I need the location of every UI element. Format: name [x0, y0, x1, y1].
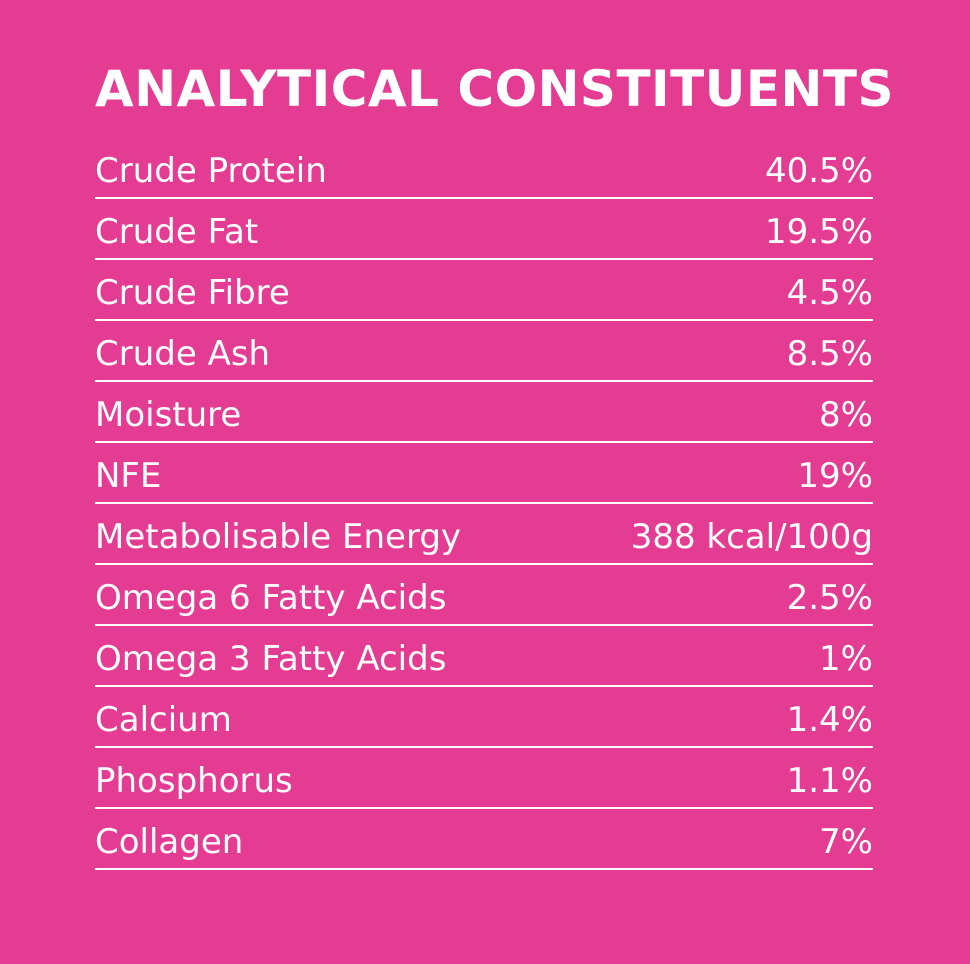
table-row: Calcium 1.4% [95, 687, 873, 748]
label: Crude Fibre [95, 273, 290, 313]
table-row: Phosphorus 1.1% [95, 748, 873, 809]
value: 4.5% [786, 273, 873, 313]
table-row: NFE 19% [95, 443, 873, 504]
value: 19.5% [764, 212, 873, 252]
table-row: Omega 6 Fatty Acids 2.5% [95, 565, 873, 626]
value: 1.4% [786, 700, 873, 740]
label: Metabolisable Energy [95, 517, 462, 557]
value: 8% [819, 395, 873, 435]
label: Crude Fat [95, 212, 259, 252]
table-row: Collagen 7% [95, 809, 873, 870]
table-row: Moisture 8% [95, 382, 873, 443]
table-row: Crude Fibre 4.5% [95, 260, 873, 321]
table: Crude Protein 40.5% Crude Fat 19.5% Crude Fi… [95, 138, 873, 870]
label: Moisture [95, 395, 242, 435]
label: Calcium [95, 700, 232, 740]
value: 40.5% [764, 151, 873, 191]
value: 8.5% [786, 334, 873, 374]
value: 7% [819, 822, 873, 862]
label: Phosphorus [95, 761, 293, 801]
label: Collagen [95, 822, 244, 862]
table-row: Omega 3 Fatty Acids 1% [95, 626, 873, 687]
label: Omega 6 Fatty Acids [95, 578, 447, 618]
panel: ANALYTICAL CONSTITUENTS Crude Protein 40.… [95, 58, 894, 870]
table-row: Crude Fat 19.5% [95, 199, 873, 260]
value: 1% [819, 639, 873, 679]
value: 388 kcal/100g [630, 517, 873, 557]
label: Crude Protein [95, 151, 327, 191]
label: Crude Ash [95, 334, 271, 374]
label: Omega 3 Fatty Acids [95, 639, 447, 679]
table-row: Crude Ash 8.5% [95, 321, 873, 382]
value: 2.5% [786, 578, 873, 618]
label: NFE [95, 456, 162, 496]
title: ANALYTICAL CONSTITUENTS [95, 60, 894, 118]
table-row: Metabolisable Energy 388 kcal/100g [95, 504, 873, 565]
value: 1.1% [786, 761, 873, 801]
table-row: Crude Protein 40.5% [95, 138, 873, 199]
value: 19% [797, 456, 873, 496]
